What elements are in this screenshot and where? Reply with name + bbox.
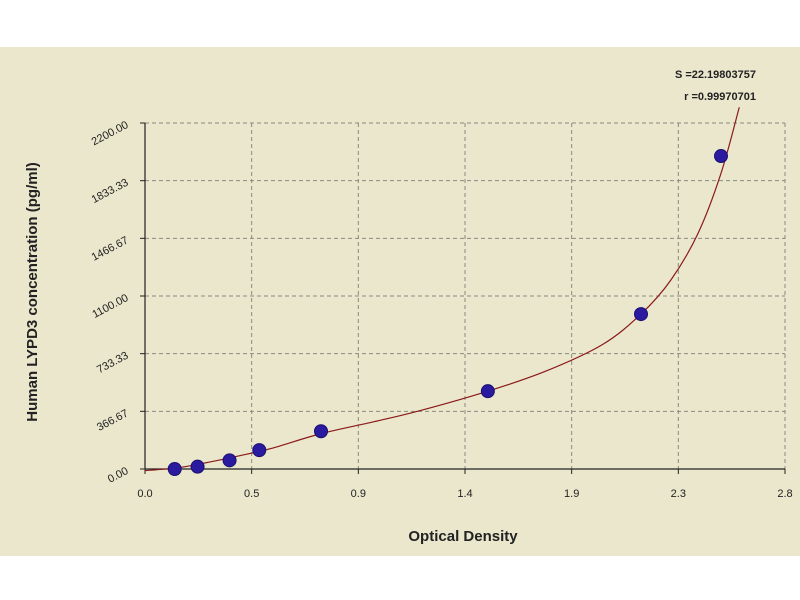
y-tick-label: 366.67 (95, 407, 130, 433)
data-point (314, 424, 328, 439)
data-point (167, 462, 182, 476)
y-tick-label: 733.33 (95, 350, 130, 376)
data-point (190, 459, 205, 474)
y-tick-label: 1100.00 (90, 292, 130, 321)
y-tick-label: 0.00 (106, 465, 131, 486)
x-tick-label: 2.3 (671, 488, 686, 500)
data-point (480, 384, 495, 399)
y-tick-label: 2200.00 (90, 119, 131, 148)
x-tick-labels: 0.0 0.5 0.9 1.4 1.9 2.3 2.8 (137, 488, 792, 500)
stat-s-annotation: S =22.19803757 (675, 69, 756, 81)
data-point (222, 453, 237, 468)
fit-curve (144, 107, 740, 472)
y-axis-title: Human LYPD3 concentration (pg/ml) (24, 162, 41, 421)
y-tick-label: 1466.67 (90, 234, 131, 263)
x-tick-label: 0.0 (137, 488, 152, 500)
gridlines (145, 122, 786, 469)
axes (140, 122, 786, 474)
data-point (634, 307, 648, 322)
data-points (167, 149, 728, 476)
stat-r-annotation: r =0.99970701 (684, 91, 756, 103)
y-tick-labels: 0.00 366.67 733.33 1100.00 1466.67 1833.33 220… (90, 119, 131, 486)
data-point (252, 443, 267, 458)
data-point (714, 149, 728, 164)
x-tick-label: 1.9 (564, 488, 579, 500)
x-tick-label: 0.5 (244, 488, 259, 500)
x-tick-label: 1.4 (457, 488, 472, 500)
x-axis-title: Optical Density (408, 528, 518, 545)
x-tick-label: 2.8 (777, 488, 792, 500)
x-tick-label: 0.9 (351, 488, 366, 500)
y-tick-label: 1833.33 (90, 177, 131, 206)
